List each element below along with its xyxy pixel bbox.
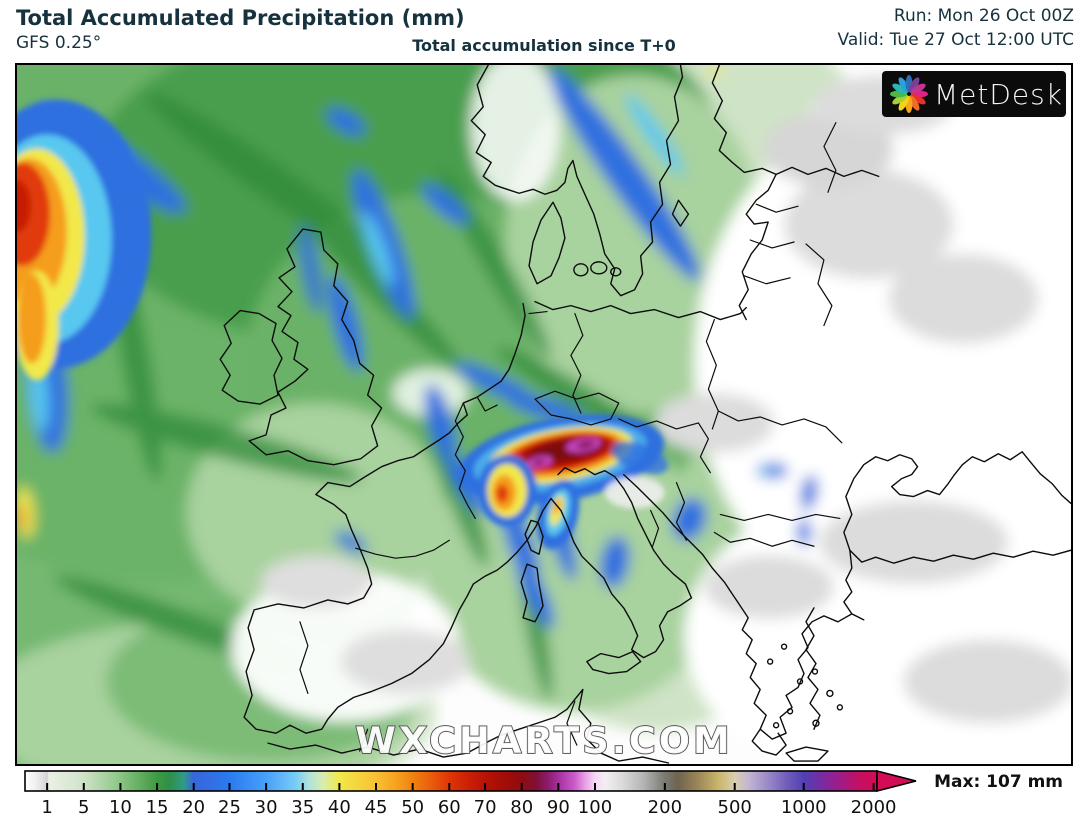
svg-text:35: 35 (291, 797, 314, 818)
svg-text:10: 10 (109, 797, 132, 818)
svg-text:200: 200 (648, 797, 682, 818)
aegean-islands (766, 643, 844, 729)
model-label: GFS 0.25° (16, 33, 102, 53)
coast-scandinavia (470, 65, 684, 297)
svg-text:40: 40 (328, 797, 351, 818)
colorbar-ticks (46, 783, 875, 790)
svg-text:5: 5 (78, 797, 89, 818)
metdesk-logo-text: MetDesk (934, 77, 1063, 111)
svg-text:1000: 1000 (781, 797, 827, 818)
island-zealand (573, 263, 589, 277)
coast-bosporus (843, 549, 853, 615)
island-crete (785, 746, 829, 762)
colorbar-tick-labels: 1 5 10 15 20 25 30 35 40 45 50 60 70 80 90 100 200 500 100… (41, 797, 896, 818)
svg-text:80: 80 (510, 797, 533, 818)
header-bar: Total Accumulated Precipitation (mm) GFS… (0, 0, 1088, 63)
atlantic-hotspot (17, 99, 152, 381)
colorbar-footer: 1 5 10 15 20 25 30 35 40 45 50 60 70 80 90 100 200 500 100… (0, 766, 1088, 835)
svg-text:1: 1 (41, 797, 52, 818)
coast-great-britain (248, 228, 383, 466)
svg-text:60: 60 (438, 797, 461, 818)
svg-text:90: 90 (547, 797, 570, 818)
metdesk-logo: MetDesk (882, 71, 1066, 117)
coast-italy (550, 466, 693, 659)
map-canvas: WXCHARTS.COM (17, 65, 1071, 764)
island-sardinia (520, 563, 544, 623)
svg-text:30: 30 (255, 797, 278, 818)
coast-baltic-east (738, 173, 777, 321)
island-sicily (586, 650, 642, 675)
svg-text:45: 45 (365, 797, 388, 818)
island-gotland (671, 199, 690, 227)
alps-hotspot (457, 414, 669, 550)
colorbar-max-label: Max: 107 mm (934, 772, 1063, 792)
coastlines (219, 65, 1071, 764)
svg-text:100: 100 (578, 797, 612, 818)
island-corsica (524, 519, 544, 555)
colorbar-arrow (876, 769, 917, 793)
coast-baltic-south (534, 300, 747, 321)
country-borders (299, 122, 843, 752)
watermark-text: WXCHARTS.COM (355, 719, 732, 762)
precip-field-layer (17, 65, 1071, 764)
coast-adriatic-greece (623, 473, 865, 740)
svg-text:25: 25 (218, 797, 241, 818)
coast-denmark (528, 201, 566, 285)
valid-timestamp: Valid: Tue 27 Oct 12:00 UTC (837, 30, 1074, 50)
precip-hotspot-layer (17, 99, 669, 550)
metdesk-pinwheel-icon (890, 75, 928, 113)
svg-text:50: 50 (401, 797, 424, 818)
svg-text:500: 500 (718, 797, 752, 818)
colorbar-gradient-bar (24, 770, 878, 792)
svg-text:20: 20 (182, 797, 205, 818)
precipitation-map: WXCHARTS.COM MetDesk (15, 63, 1073, 766)
run-timestamp: Run: Mon 26 Oct 00Z (893, 6, 1074, 26)
island-funen (590, 261, 608, 275)
svg-text:15: 15 (146, 797, 169, 818)
coast-north-africa (267, 688, 670, 764)
coast-ireland (219, 309, 283, 405)
island-bornholm (610, 267, 622, 277)
coast-peloponnese (751, 728, 787, 756)
coast-north-sea (327, 302, 526, 488)
accumulation-subtitle: Total accumulation since T+0 (412, 36, 676, 55)
coast-black-sea-north (843, 451, 1071, 551)
colorbar-svg: 1 5 10 15 20 25 30 35 40 45 50 60 70 80 90 100 200 500 100… (24, 769, 1063, 818)
page-title: Total Accumulated Precipitation (mm) (16, 6, 465, 30)
svg-text:2000: 2000 (851, 797, 897, 818)
svg-text:70: 70 (474, 797, 497, 818)
coast-black-sea-south (849, 549, 1071, 564)
coast-france-iberia (243, 481, 552, 734)
